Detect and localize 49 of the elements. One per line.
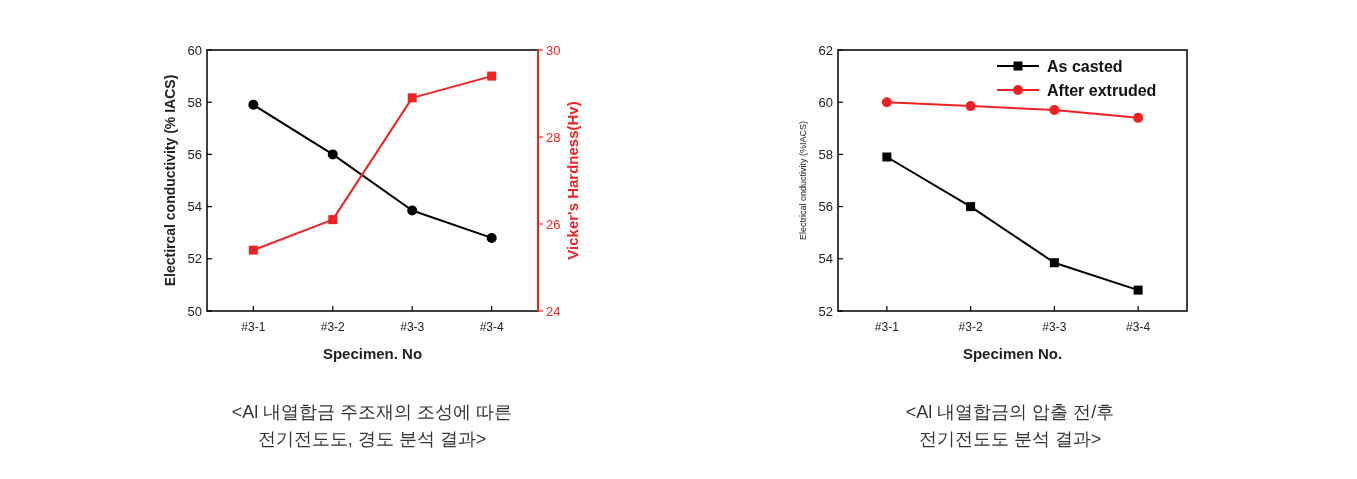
y-tick-label: 60 <box>187 42 202 58</box>
point <box>407 93 417 103</box>
y-axis-title: Electircal conductivity (% IACS) <box>162 74 178 287</box>
y-axis-title: Electrical onductivity (%IACS) <box>798 120 808 241</box>
y-tick-label: 60 <box>818 94 833 110</box>
point <box>1049 258 1059 268</box>
point <box>1049 105 1060 116</box>
x-axis-title: Specimen. No <box>322 345 423 362</box>
point <box>486 232 497 243</box>
point <box>487 71 497 81</box>
x-tick-label: #3-2 <box>320 320 346 334</box>
y-tick-label: 52 <box>187 251 202 267</box>
x-tick-label: #3-4 <box>1126 320 1151 334</box>
y2-tick-label: 28 <box>546 129 561 145</box>
y2-axis-title: Vicker's Hardness(Hv) <box>564 101 581 260</box>
x-axis-title: Specimen No. <box>962 345 1063 362</box>
y-tick-label: 62 <box>818 42 833 58</box>
y-tick-label: 54 <box>187 199 202 215</box>
text: <Al 내열합금 주조재의 조성에 따른 전기전도도, 경도 분석 결과> <box>231 402 513 449</box>
point <box>966 202 976 212</box>
point <box>882 152 892 162</box>
y-tick-label: 56 <box>818 199 833 215</box>
legend-label: As casted <box>1047 57 1123 75</box>
point <box>248 245 258 255</box>
y-tick-label: 54 <box>818 251 833 267</box>
y2-tick-label: 24 <box>546 303 561 319</box>
point <box>1133 112 1144 123</box>
x-tick-label: #3-3 <box>400 320 425 334</box>
legend-label: After extruded <box>1047 81 1157 99</box>
y2-tick-label: 26 <box>546 216 561 232</box>
point <box>248 99 259 110</box>
x-tick-label: #3-4 <box>479 320 504 334</box>
y-tick-label: 56 <box>187 146 202 162</box>
x-tick-label: #3-3 <box>1042 320 1067 334</box>
point <box>1133 285 1143 295</box>
point <box>327 149 338 160</box>
point <box>965 101 976 112</box>
point <box>407 205 418 216</box>
y-tick-label: 52 <box>818 303 833 319</box>
y2-tick-label: 30 <box>546 42 561 58</box>
y-tick-label: 58 <box>187 94 202 110</box>
point <box>881 97 892 108</box>
y-tick-label: 50 <box>187 303 202 319</box>
point <box>328 215 338 225</box>
x-tick-label: #3-2 <box>958 320 983 334</box>
y-tick-label: 58 <box>818 146 833 162</box>
text: <Al 내열합금의 압출 전/후 전기전도도 분석 결과> <box>905 402 1115 449</box>
x-tick-label: #3-1 <box>241 320 266 334</box>
x-tick-label: #3-1 <box>874 320 900 334</box>
